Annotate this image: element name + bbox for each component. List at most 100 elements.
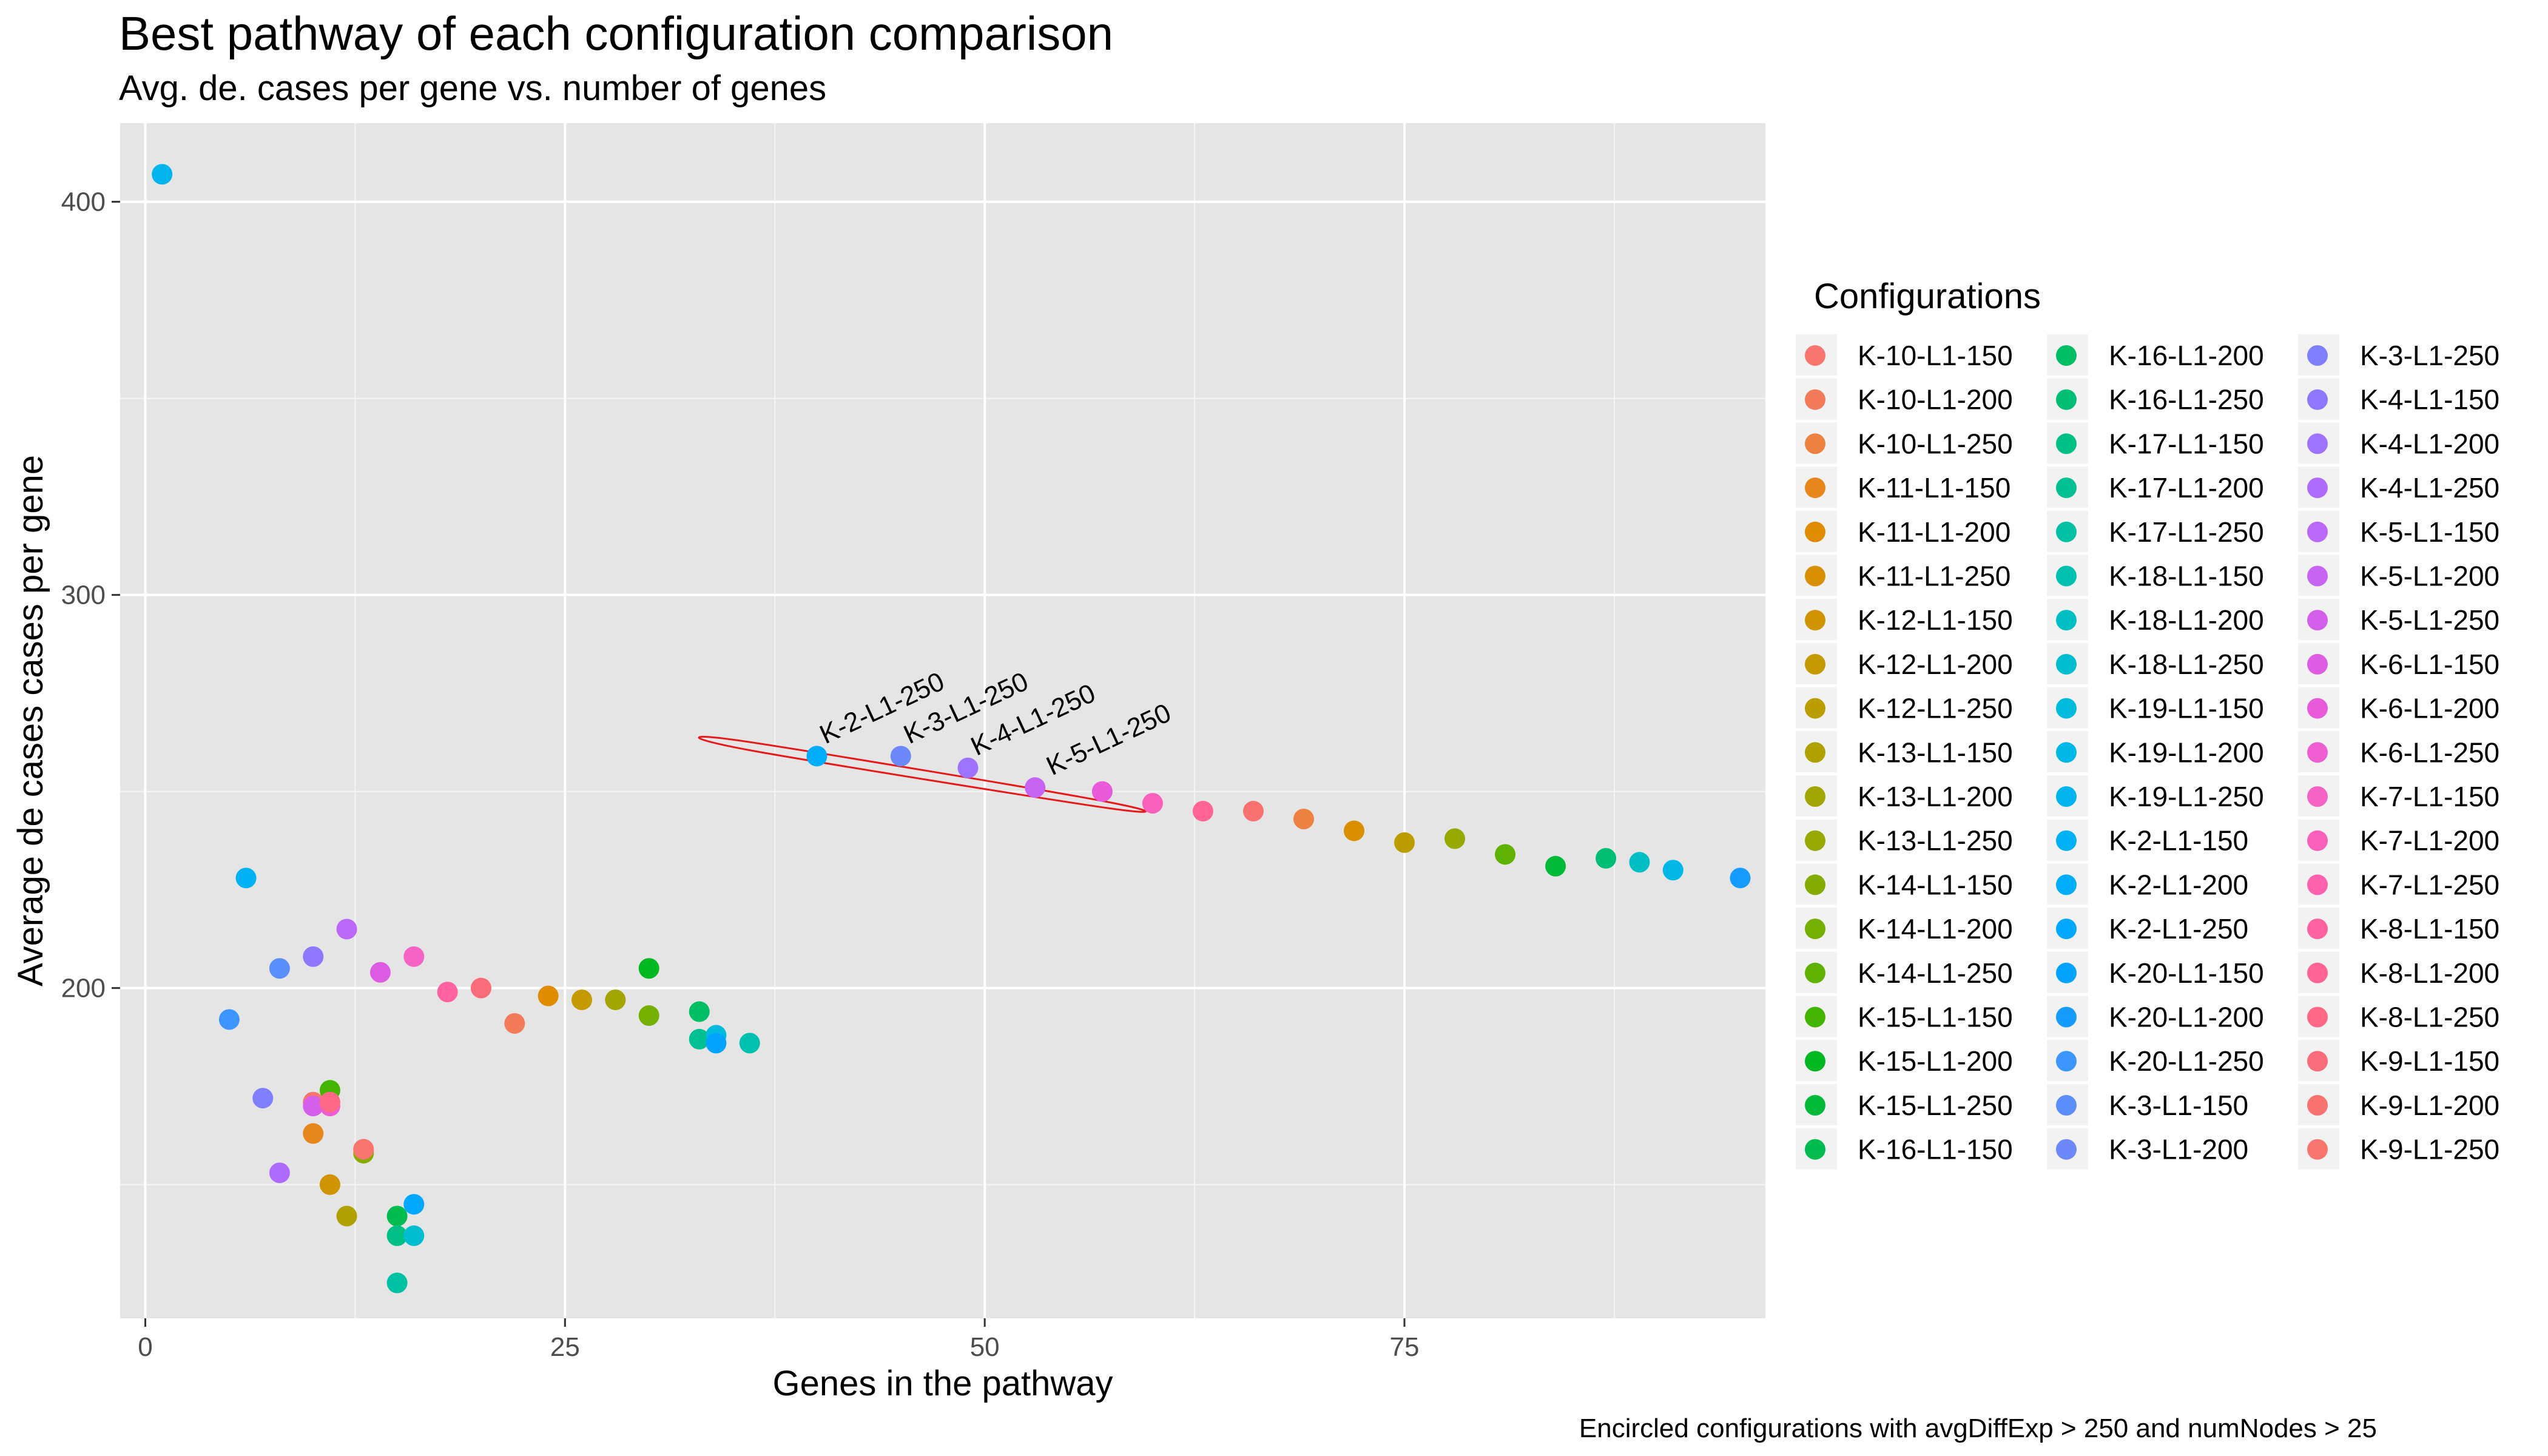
legend-swatch bbox=[1805, 477, 1825, 499]
legend-swatch bbox=[2056, 786, 2077, 807]
legend-swatch bbox=[2307, 521, 2328, 542]
legend-label: K-12-L1-250 bbox=[1858, 693, 2013, 724]
legend-swatch bbox=[2056, 1006, 2077, 1028]
legend-swatch bbox=[2056, 345, 2077, 366]
data-point bbox=[739, 1033, 760, 1054]
legend-label: K-12-L1-150 bbox=[1858, 604, 2013, 636]
legend-item: K-15-L1-150 bbox=[1796, 996, 2013, 1037]
data-point bbox=[269, 958, 290, 979]
legend: K-10-L1-150 K-10-L1-200 K-10-L1-250 K-11-L1… bbox=[1796, 334, 2499, 1170]
legend-swatch bbox=[1805, 742, 1825, 763]
legend-swatch bbox=[2056, 1139, 2077, 1160]
legend-item: K-7-L1-250 bbox=[2298, 863, 2499, 905]
legend-label: K-18-L1-150 bbox=[2109, 561, 2264, 592]
data-point bbox=[1192, 801, 1213, 822]
data-point bbox=[504, 1013, 525, 1034]
legend-item: K-19-L1-250 bbox=[2047, 775, 2264, 817]
legend-label: K-20-L1-250 bbox=[2109, 1045, 2264, 1077]
legend-swatch bbox=[2307, 918, 2328, 940]
legend-item: K-2-L1-200 bbox=[2047, 863, 2248, 905]
data-point bbox=[1344, 820, 1364, 841]
legend-swatch bbox=[2056, 610, 2077, 631]
legend-swatch bbox=[2056, 742, 2077, 763]
data-point bbox=[689, 1028, 710, 1050]
legend-swatch bbox=[2307, 565, 2328, 587]
legend-item: K-2-L1-150 bbox=[2047, 819, 2248, 861]
legend-item: K-17-L1-200 bbox=[2047, 467, 2264, 508]
chart-title: Best pathway of each configuration compa… bbox=[119, 7, 1113, 60]
legend-item: K-16-L1-200 bbox=[2047, 334, 2264, 376]
x-axis-label: Genes in the pathway bbox=[772, 1364, 1113, 1403]
legend-swatch bbox=[2307, 1094, 2328, 1116]
legend-label: K-15-L1-150 bbox=[1858, 1002, 2013, 1033]
data-point bbox=[1142, 793, 1163, 814]
legend-label: K-8-L1-150 bbox=[2360, 913, 2499, 945]
legend-label: K-14-L1-200 bbox=[1858, 913, 2013, 945]
legend-label: K-2-L1-150 bbox=[2109, 825, 2248, 857]
legend-swatch bbox=[2056, 962, 2077, 983]
legend-label: K-7-L1-200 bbox=[2360, 825, 2499, 857]
y-tick-label: 300 bbox=[61, 581, 106, 610]
data-point bbox=[1495, 844, 1516, 865]
legend-item: K-18-L1-250 bbox=[2047, 642, 2264, 684]
legend-swatch bbox=[2056, 830, 2077, 851]
data-point bbox=[303, 946, 324, 967]
legend-label: K-19-L1-150 bbox=[2109, 693, 2264, 724]
legend-label: K-19-L1-200 bbox=[2109, 736, 2264, 768]
legend-label: K-3-L1-200 bbox=[2109, 1134, 2248, 1165]
data-point bbox=[1662, 860, 1684, 881]
legend-swatch bbox=[2307, 1006, 2328, 1028]
legend-item: K-15-L1-200 bbox=[1796, 1040, 2013, 1082]
legend-label: K-9-L1-250 bbox=[2360, 1134, 2499, 1165]
legend-label: K-17-L1-250 bbox=[2109, 516, 2264, 548]
data-point bbox=[706, 1033, 727, 1054]
data-point bbox=[252, 1088, 274, 1109]
legend-swatch bbox=[1805, 1006, 1825, 1028]
legend-label: K-3-L1-150 bbox=[2109, 1090, 2248, 1121]
legend-label: K-5-L1-200 bbox=[2360, 561, 2499, 592]
legend-label: K-14-L1-250 bbox=[1858, 957, 2013, 989]
x-tick-label: 0 bbox=[138, 1332, 152, 1362]
legend-swatch bbox=[1805, 345, 1825, 366]
chart-caption: Encircled configurations with avgDiffExp… bbox=[1579, 1414, 2377, 1443]
x-tick-label: 25 bbox=[550, 1332, 580, 1362]
legend-item: K-17-L1-250 bbox=[2047, 510, 2264, 552]
legend-swatch bbox=[2307, 389, 2328, 410]
data-point bbox=[386, 1225, 408, 1246]
legend-swatch bbox=[2307, 433, 2328, 454]
data-point bbox=[353, 1139, 374, 1160]
legend-item: K-13-L1-150 bbox=[1796, 731, 2013, 773]
legend-label: K-18-L1-250 bbox=[2109, 649, 2264, 680]
legend-item: K-14-L1-150 bbox=[1796, 863, 2013, 905]
legend-swatch bbox=[2307, 786, 2328, 807]
legend-label: K-13-L1-200 bbox=[1858, 781, 2013, 812]
legend-label: K-17-L1-150 bbox=[2109, 428, 2264, 459]
legend-item: K-6-L1-200 bbox=[2298, 687, 2499, 729]
legend-item: K-18-L1-200 bbox=[2047, 599, 2264, 641]
legend-swatch bbox=[2056, 521, 2077, 542]
data-point bbox=[1293, 809, 1314, 830]
data-point bbox=[538, 985, 559, 1006]
y-tick-label: 200 bbox=[61, 974, 106, 1003]
data-point bbox=[1545, 855, 1566, 877]
legend-swatch bbox=[1805, 1139, 1825, 1160]
data-point bbox=[1596, 848, 1617, 869]
legend-label: K-5-L1-250 bbox=[2360, 604, 2499, 636]
legend-label: K-5-L1-150 bbox=[2360, 516, 2499, 548]
legend-item: K-5-L1-250 bbox=[2298, 599, 2499, 641]
legend-item: K-12-L1-250 bbox=[1796, 687, 2013, 729]
legend-label: K-2-L1-200 bbox=[2109, 869, 2248, 900]
legend-item: K-5-L1-150 bbox=[2298, 510, 2499, 552]
data-point bbox=[403, 1225, 425, 1246]
data-point bbox=[1242, 801, 1264, 822]
legend-swatch bbox=[2056, 653, 2077, 675]
legend-label: K-15-L1-250 bbox=[1858, 1090, 2013, 1121]
legend-item: K-12-L1-150 bbox=[1796, 599, 2013, 641]
legend-item: K-11-L1-200 bbox=[1796, 510, 2010, 552]
legend-item: K-19-L1-200 bbox=[2047, 731, 2264, 773]
data-point bbox=[689, 1001, 710, 1022]
data-point bbox=[218, 1009, 240, 1030]
legend-label: K-6-L1-200 bbox=[2360, 693, 2499, 724]
legend-label: K-9-L1-150 bbox=[2360, 1045, 2499, 1077]
